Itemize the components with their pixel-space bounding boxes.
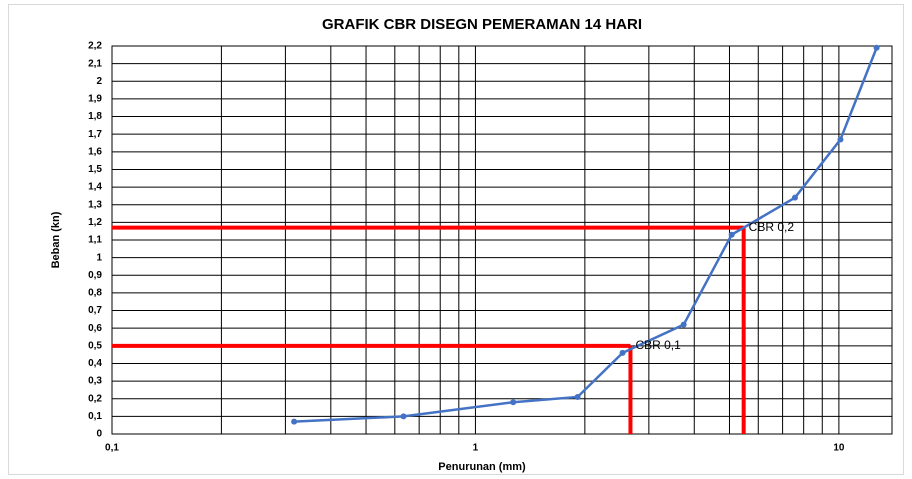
- data-point: [291, 418, 298, 425]
- data-point: [619, 349, 626, 356]
- chart-title: GRAFIK CBR DISEGN PEMERAMAN 14 HARI: [322, 16, 642, 33]
- y-tick-label: 0,7: [88, 305, 102, 316]
- y-tick-label: 1,2: [88, 217, 102, 228]
- y-tick-label: 0: [96, 429, 102, 440]
- y-tick-label: 1,1: [88, 235, 102, 246]
- y-tick-label: 2: [96, 76, 102, 87]
- y-tick-label: 1,8: [88, 111, 102, 122]
- y-tick-label: 1,4: [88, 182, 102, 193]
- y-tick-label: 0,4: [88, 358, 102, 369]
- x-axis-label: Penurunan (mm): [438, 461, 526, 473]
- annotation: CBR 0,2: [749, 220, 795, 234]
- y-tick-label: 1: [96, 252, 102, 263]
- data-point: [837, 136, 844, 143]
- y-tick-label: 1,3: [88, 199, 102, 210]
- y-tick-label: 1,6: [88, 146, 102, 157]
- annotation: CBR 0,1: [635, 338, 681, 352]
- x-tick-label: 0,1: [105, 443, 119, 454]
- y-tick-label: 0,9: [88, 270, 102, 281]
- y-tick-label: 1,7: [88, 129, 102, 140]
- data-line: [294, 47, 878, 423]
- y-tick-label: 0,2: [88, 393, 102, 404]
- y-tick-label: 1,5: [88, 164, 102, 175]
- data-point: [728, 231, 735, 238]
- y-tick-label: 0,3: [88, 376, 102, 387]
- data-point: [680, 321, 687, 328]
- x-tick-label: 10: [833, 443, 845, 454]
- data-point: [574, 393, 581, 400]
- y-tick-label: 2,2: [88, 41, 102, 52]
- y-tick-label: 0,6: [88, 323, 102, 334]
- data-point: [510, 399, 517, 406]
- y-tick-label: 2,1: [88, 58, 102, 69]
- y-tick-label: 0,5: [88, 340, 102, 351]
- data-point: [791, 194, 798, 201]
- y-tick-label: 0,8: [88, 288, 102, 299]
- y-tick-label: 0,1: [88, 411, 102, 422]
- plot-border: [111, 45, 893, 435]
- x-tick-label: 1: [473, 443, 479, 454]
- y-tick-label: 1,9: [88, 94, 102, 105]
- data-point: [873, 44, 880, 51]
- data-point: [400, 413, 407, 420]
- y-axis-label: Beban (kn): [50, 211, 62, 268]
